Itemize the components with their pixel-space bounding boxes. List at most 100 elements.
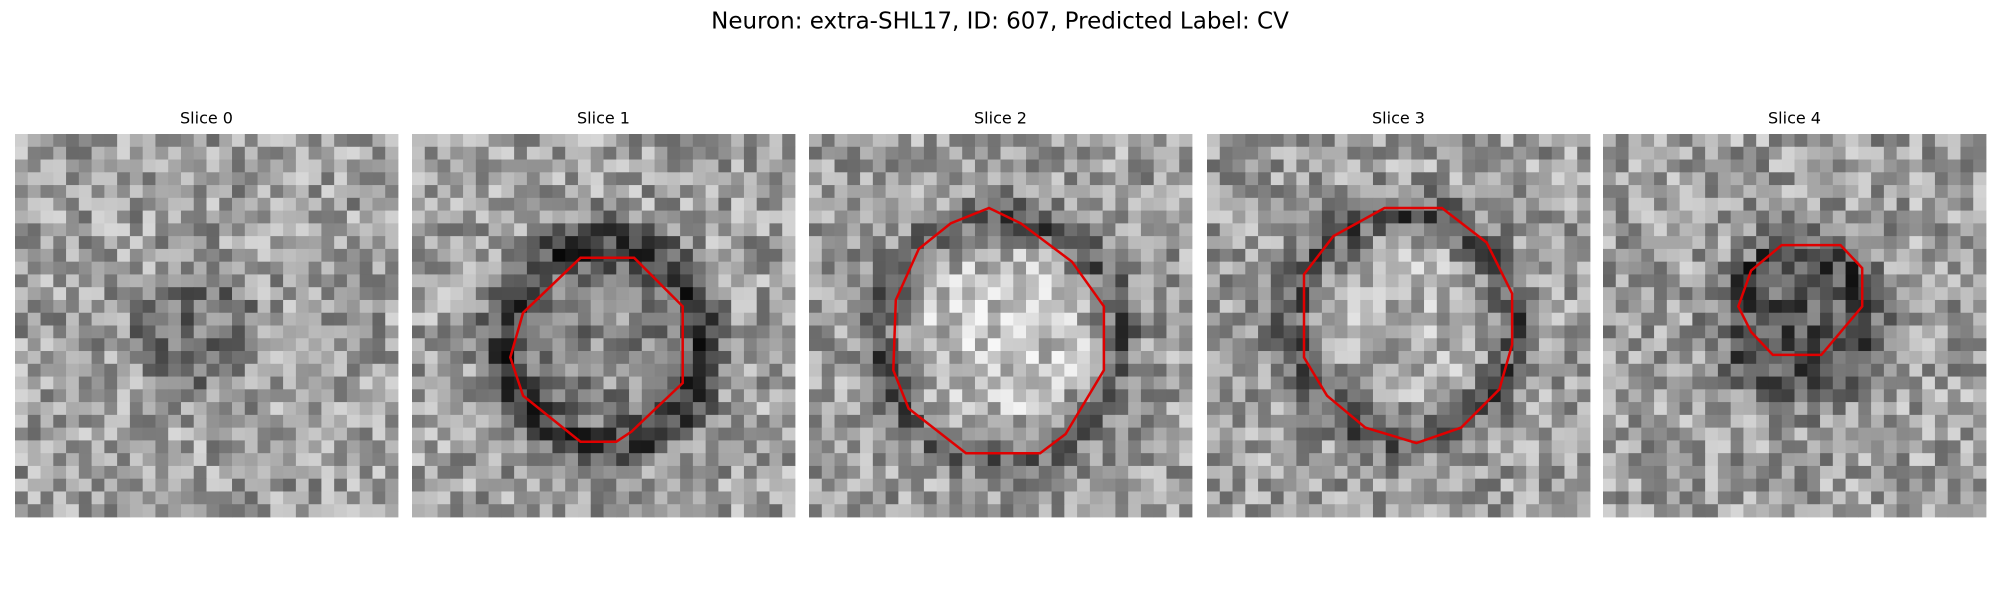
pixel (1960, 159, 1974, 173)
pixel (1513, 261, 1527, 275)
pixel (1947, 236, 1961, 250)
pixel (1730, 504, 1744, 518)
pixel (552, 197, 566, 211)
pixel (295, 414, 310, 429)
pixel (66, 274, 80, 288)
pixel (1820, 236, 1834, 250)
pixel (731, 440, 745, 454)
pixel (1026, 465, 1040, 480)
pixel (923, 274, 938, 288)
pixel (295, 363, 310, 377)
pixel (1705, 338, 1719, 352)
pixel (1232, 465, 1246, 480)
pixel (539, 159, 553, 173)
pixel (488, 453, 502, 467)
pixel (1973, 146, 1987, 160)
pixel (1258, 453, 1272, 467)
pixel (1909, 414, 1923, 429)
pixel (1245, 363, 1259, 377)
pixel (372, 172, 386, 186)
pixel (283, 453, 297, 467)
pixel (949, 351, 963, 365)
pixel (424, 299, 438, 314)
pixel (180, 146, 195, 160)
pixel (603, 197, 617, 211)
pixel (1756, 172, 1770, 186)
pixel (641, 338, 655, 352)
pixel (104, 440, 118, 454)
pixel (424, 478, 438, 492)
pixel (923, 299, 938, 314)
pixel (962, 389, 976, 403)
pixel (219, 363, 233, 377)
pixel (949, 376, 963, 390)
pixel (1526, 236, 1540, 250)
pixel (321, 414, 335, 429)
slice-panel: Slice 0 (15, 109, 399, 518)
pixel (412, 402, 426, 416)
pixel (1526, 287, 1540, 301)
pixel (142, 159, 156, 173)
pixel (1026, 185, 1040, 199)
pixel (385, 223, 399, 237)
pixel (962, 351, 976, 365)
pixel (936, 491, 950, 505)
pixel (847, 172, 861, 186)
pixel (1424, 248, 1438, 263)
pixel (1038, 478, 1052, 492)
pixel (539, 312, 553, 326)
pixel (1973, 325, 1987, 339)
pixel (308, 248, 322, 263)
pixel (1153, 185, 1167, 199)
pixel (450, 312, 464, 326)
pixel (1832, 261, 1846, 275)
pixel (244, 376, 258, 390)
pixel (463, 134, 477, 148)
pixel (193, 185, 207, 199)
pixel (372, 338, 386, 352)
pixel (206, 414, 220, 429)
pixel (629, 197, 643, 211)
pixel (1883, 274, 1898, 288)
pixel (911, 185, 925, 199)
pixel (1372, 299, 1387, 314)
pixel (1179, 312, 1193, 326)
pixel (692, 427, 707, 441)
pixel (526, 236, 541, 250)
pixel (1538, 274, 1553, 288)
pixel (603, 287, 617, 301)
pixel (91, 236, 105, 250)
pixel (1258, 465, 1272, 480)
pixel (923, 504, 938, 518)
pixel (15, 465, 29, 480)
pixel (1641, 210, 1655, 224)
pixel (463, 363, 477, 377)
pixel (1207, 440, 1221, 454)
pixel (1858, 312, 1872, 326)
pixel (1934, 389, 1949, 403)
pixel (155, 465, 169, 480)
pixel (1692, 465, 1706, 480)
pixel (1973, 465, 1987, 480)
pixel (565, 504, 579, 518)
pixel (463, 440, 477, 454)
pixel (1628, 414, 1642, 429)
pixel (743, 465, 758, 480)
pixel (1347, 376, 1361, 390)
pixel (142, 312, 156, 326)
pixel (1385, 159, 1399, 173)
pixel (129, 299, 144, 314)
pixel (1321, 325, 1336, 339)
pixel (1128, 185, 1142, 199)
pixel (168, 134, 182, 148)
pixel (437, 504, 451, 518)
pixel (1641, 363, 1655, 377)
pixel (117, 159, 131, 173)
pixel (1128, 159, 1142, 173)
pixel (577, 248, 592, 263)
pixel (1526, 389, 1540, 403)
pixel (1717, 172, 1732, 186)
pixel (987, 414, 1001, 429)
pixel (1128, 299, 1142, 314)
pixel (1296, 185, 1310, 199)
